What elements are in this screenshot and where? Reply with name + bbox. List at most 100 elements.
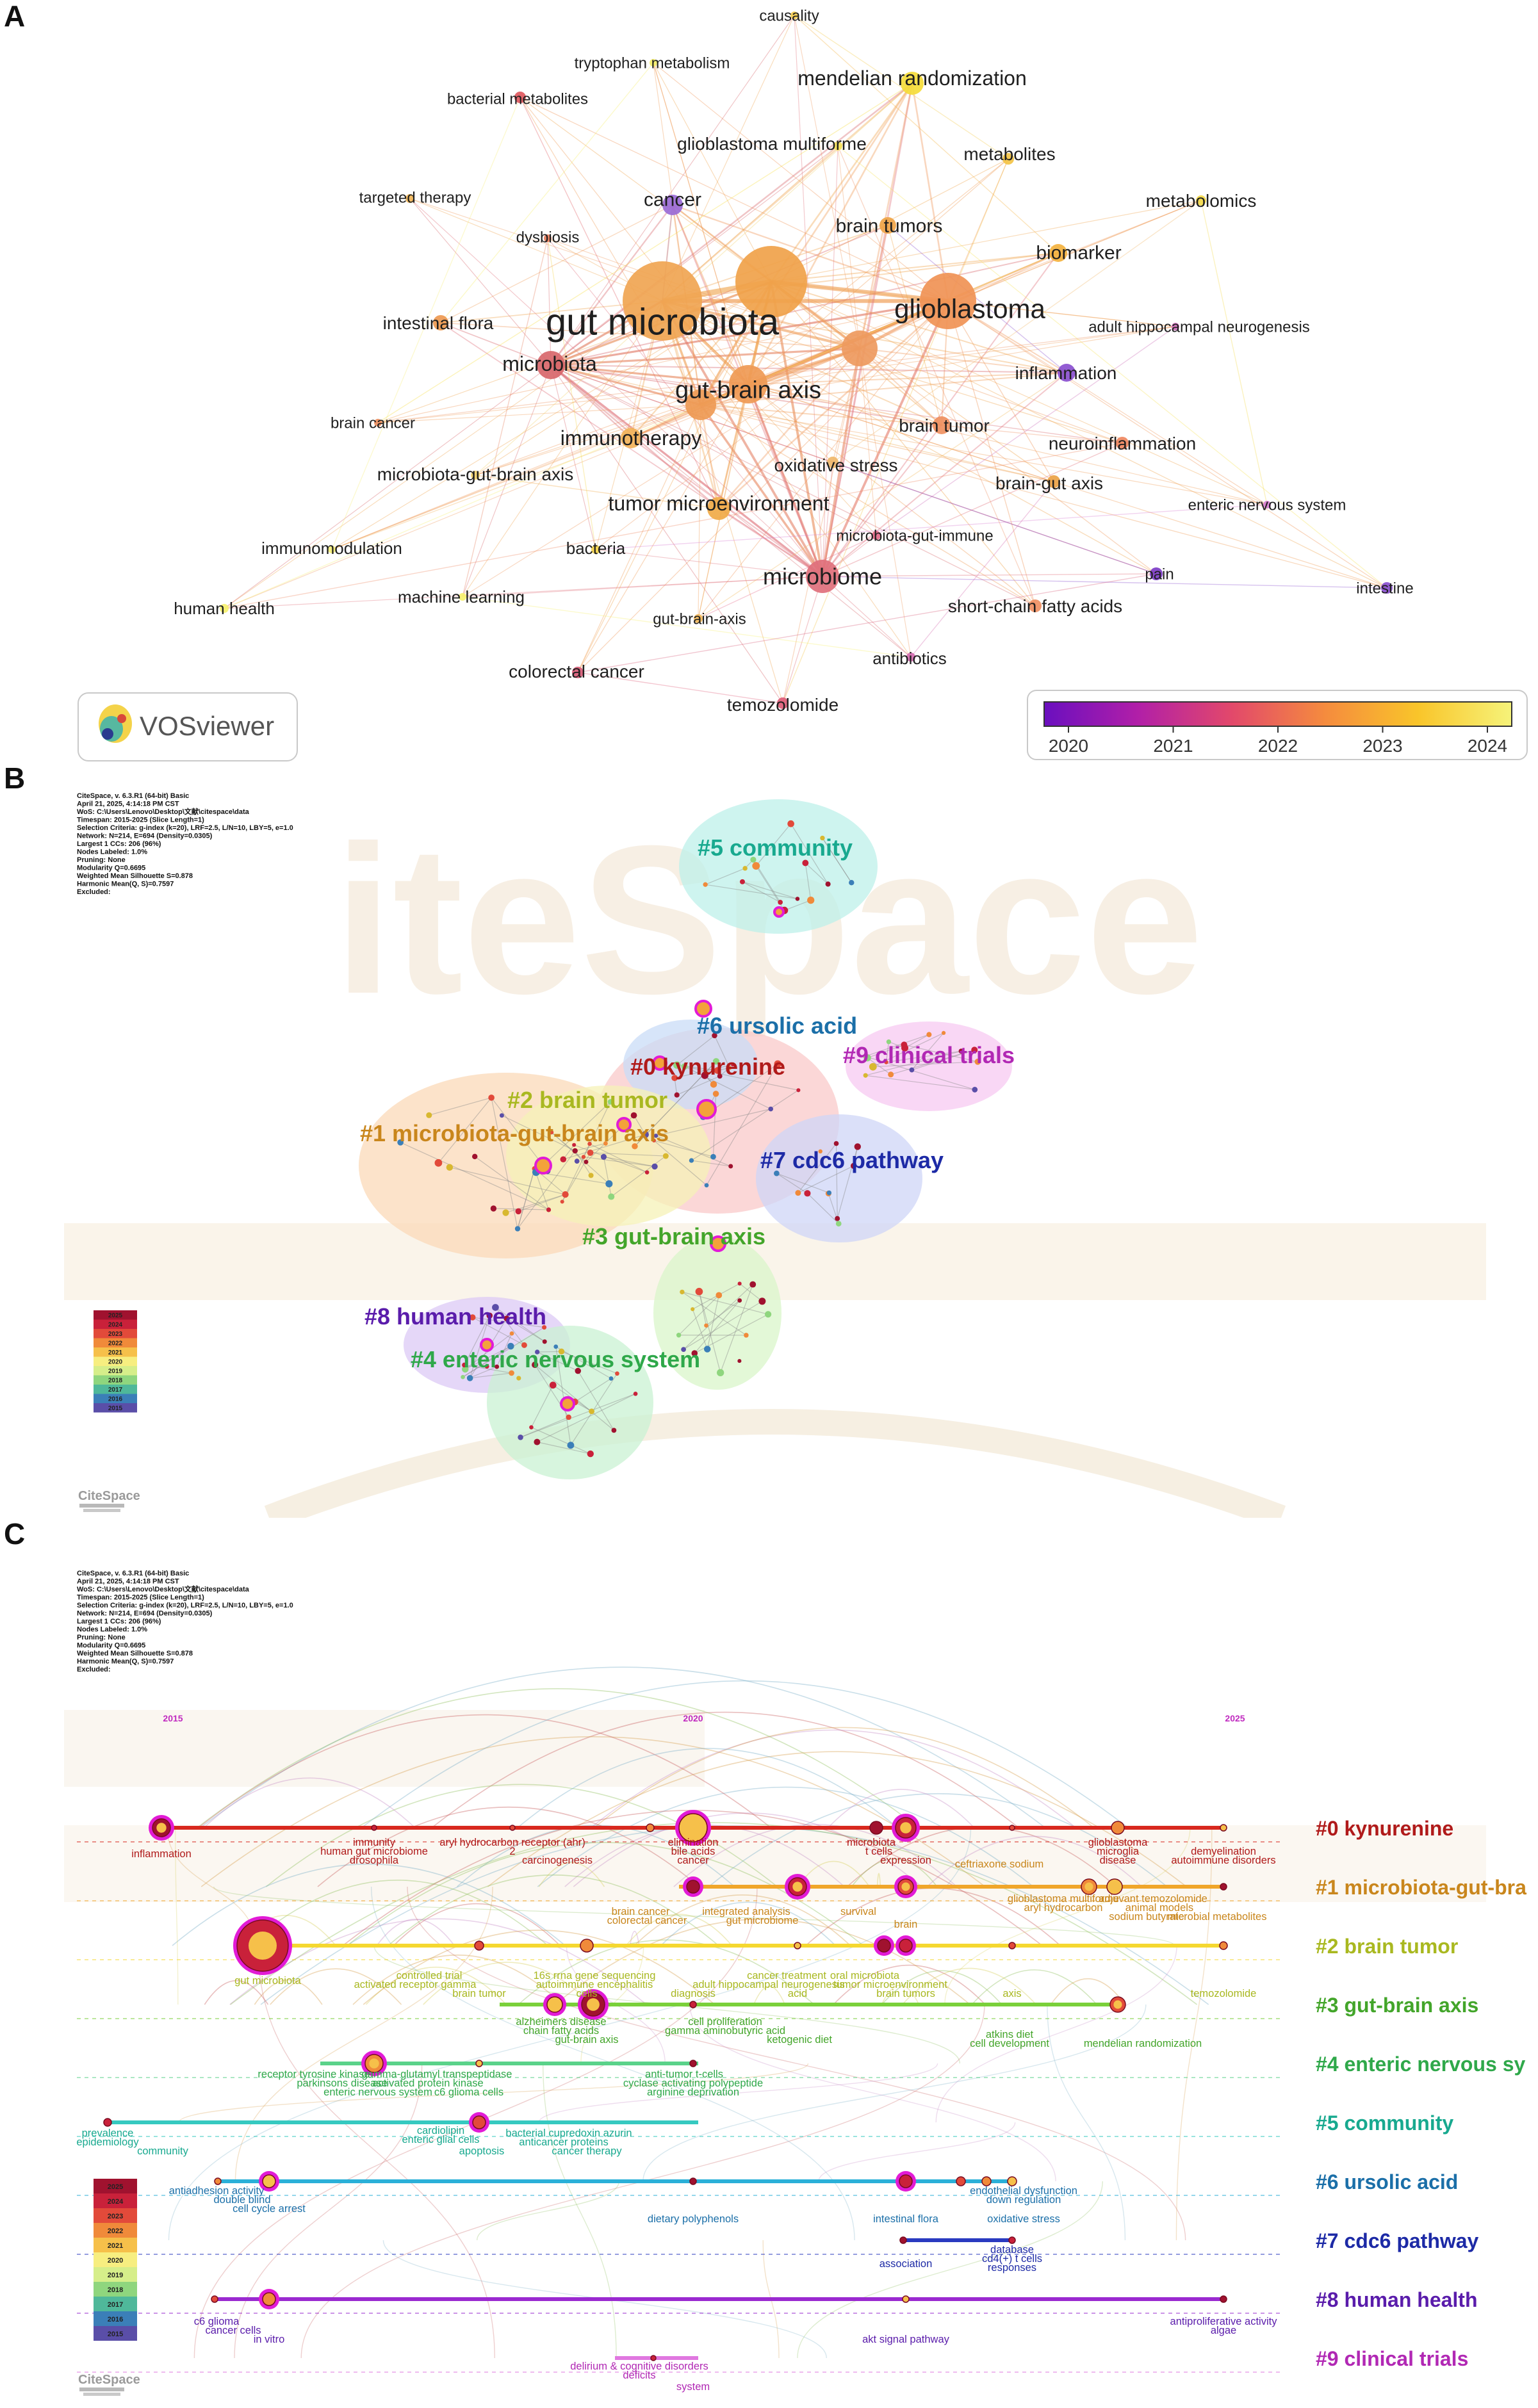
cross-cluster-link xyxy=(178,2063,809,2123)
timeline-node-core xyxy=(587,1998,600,2011)
panel-letter: B xyxy=(4,761,26,795)
network-edge xyxy=(684,1066,771,1110)
cross-cluster-link xyxy=(175,1827,179,2005)
network-edge xyxy=(550,145,839,366)
network-node xyxy=(717,1369,724,1376)
network-edge xyxy=(698,1291,721,1373)
network-edge xyxy=(550,225,888,366)
network-edge xyxy=(683,1301,763,1350)
network-edge xyxy=(583,1156,655,1167)
network-edge xyxy=(530,1385,553,1428)
network-edge xyxy=(464,1315,490,1365)
timeline-node-core xyxy=(369,2058,379,2069)
cluster-label-4-enteric-nervous-system: #4 enteric nervous system xyxy=(411,1346,700,1372)
network-edge xyxy=(700,372,1067,405)
network-node xyxy=(529,1425,534,1429)
network-edge xyxy=(698,404,701,619)
network-edge xyxy=(440,204,673,323)
watermark-arc xyxy=(264,1409,1286,1518)
term-label-atkins-diet: atkins diet xyxy=(986,2029,1034,2040)
header-line: Modularity Q=0.6695 xyxy=(77,865,145,872)
network-edge xyxy=(822,443,1123,577)
network-edge xyxy=(583,1143,591,1157)
co-occurrence-arc xyxy=(833,1964,986,2005)
term-label-animal-models: animal models xyxy=(1125,1902,1193,1914)
term-label-cardiolipin: cardiolipin xyxy=(417,2125,464,2136)
term-label-brain-tumor: brain tumor xyxy=(452,1988,506,1999)
term-label-responses: responses xyxy=(988,2262,1036,2274)
timeline-node xyxy=(877,1939,891,1953)
network-edge xyxy=(590,1152,666,1157)
network-node xyxy=(532,1362,539,1369)
node-gut-brain-axis xyxy=(694,614,703,623)
network-edge xyxy=(550,364,596,550)
network-edge xyxy=(595,348,860,550)
timeline-node-core xyxy=(156,1823,167,1833)
term-label-cell-development: cell development xyxy=(970,2038,1049,2049)
network-node xyxy=(752,862,760,870)
timeline-node xyxy=(899,2174,913,2188)
network-edge xyxy=(550,364,1067,373)
network-node xyxy=(972,1087,978,1093)
network-edge xyxy=(784,900,811,911)
network-node xyxy=(673,1061,681,1069)
term-label-brain-tumors: brain tumors xyxy=(876,1988,935,1999)
network-edge xyxy=(653,62,749,385)
term-label-gamma-glutamyl-transpeptidase: gamma-glutamyl transpeptidase xyxy=(362,2069,512,2080)
network-edge xyxy=(531,1427,591,1454)
network-node xyxy=(607,1099,614,1105)
network-edge xyxy=(822,145,839,577)
term-label-acid: acid xyxy=(788,1988,807,1999)
timeline-node xyxy=(902,2295,910,2303)
network-node xyxy=(742,866,748,871)
co-occurrence-arc xyxy=(518,1939,815,2005)
co-occurrence-arc xyxy=(363,1930,716,2005)
network-edge xyxy=(331,404,701,550)
term-label-cancer: cancer xyxy=(677,1855,709,1866)
network-edge xyxy=(589,1143,648,1173)
co-occurrence-arc xyxy=(753,1985,785,2005)
term-label-tumor-microenvironment: tumor microenvironment xyxy=(833,1979,947,1990)
network-edge xyxy=(429,1097,492,1116)
network-edge xyxy=(837,145,1387,589)
network-node xyxy=(611,1428,617,1433)
timeline-node xyxy=(689,2060,697,2067)
network-node xyxy=(676,1333,682,1338)
term-label-chain-fatty-acids: chain fatty acids xyxy=(523,2025,599,2037)
term-label-anti-tumor-t-cells: anti-tumor t-cells xyxy=(645,2069,723,2080)
co-occurrence-arc xyxy=(487,1751,1187,1887)
citespace-logo-text: CiteSpace xyxy=(78,2373,140,2387)
network-edge xyxy=(821,348,861,577)
network-node xyxy=(609,1376,614,1381)
timeline-node xyxy=(686,1880,700,1894)
header-line: Harmonic Mean(Q, S)=0.7597 xyxy=(77,1658,174,1666)
cluster-label-0-kynurenine: #0 kynurenine xyxy=(1316,1817,1453,1840)
legend-year: 2017 xyxy=(108,2301,123,2309)
network-edge xyxy=(536,1171,609,1185)
timeline-node-core xyxy=(900,1822,912,1834)
cross-cluster-link xyxy=(538,2063,938,2123)
network-edge xyxy=(699,83,913,405)
network-edge xyxy=(682,1291,769,1315)
legend-swatch xyxy=(94,1403,137,1413)
co-occurrence-arc xyxy=(423,1962,592,2005)
network-edge xyxy=(699,404,720,509)
legend-swatch xyxy=(94,1375,137,1385)
network-edge xyxy=(519,97,701,405)
network-node xyxy=(728,1164,733,1169)
network-edge xyxy=(748,384,942,426)
panel-c-citespace-timeline: C inflammation immunity human gut microbio… xyxy=(0,1517,1538,2408)
network-edge xyxy=(947,200,1202,302)
network-edge xyxy=(603,1157,612,1197)
co-occurrence-arc xyxy=(203,1777,416,1828)
network-node xyxy=(514,1226,521,1232)
network-node xyxy=(712,1032,717,1039)
network-node xyxy=(462,1365,469,1373)
network-node xyxy=(507,1342,514,1350)
network-edge xyxy=(224,300,663,609)
network-edge xyxy=(377,384,749,423)
cluster-hull xyxy=(623,1020,758,1109)
network-edge xyxy=(577,384,749,673)
node-label-cancer: cancer xyxy=(644,190,701,211)
co-occurrence-arc xyxy=(901,1967,1037,2005)
